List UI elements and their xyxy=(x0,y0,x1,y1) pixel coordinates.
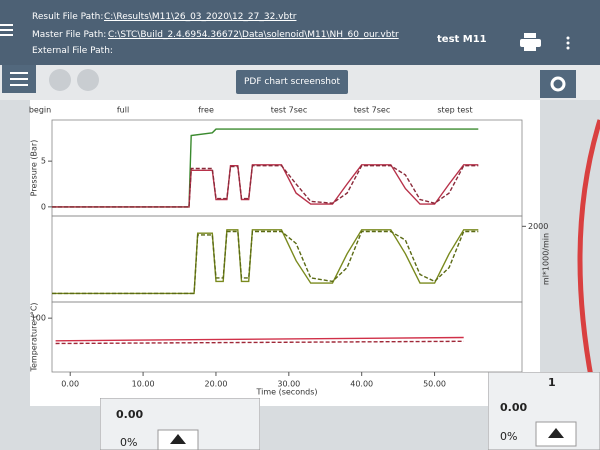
result-label: Result File Path: xyxy=(32,12,104,22)
phase-label: test 7sec xyxy=(271,106,307,115)
x-axis-label: Time (seconds) xyxy=(255,388,317,397)
phase-label: step test xyxy=(437,106,472,115)
x-tick-label: 20.00 xyxy=(205,380,228,389)
y-tick-label: 0 xyxy=(41,202,46,211)
series-line xyxy=(52,230,479,295)
test-name: test M11 xyxy=(437,34,487,45)
phase-label: begin xyxy=(29,106,51,115)
series-line xyxy=(55,340,464,345)
external-label: External File Path: xyxy=(32,46,113,56)
filter-button[interactable] xyxy=(2,65,36,93)
series-line xyxy=(52,165,479,208)
x-tick-label: 40.00 xyxy=(350,380,373,389)
panel-frame xyxy=(51,301,523,373)
y-tick-label: 2000 xyxy=(528,222,548,231)
nav-buttons[interactable] xyxy=(46,67,106,93)
y-tick-label: 100 xyxy=(31,314,46,323)
result-path[interactable]: C:\Results\M11\26_03_2020\12_27_32.vbtr xyxy=(104,12,297,22)
right-readout-box xyxy=(488,372,600,450)
right-value: 0.00 xyxy=(500,401,528,414)
menu-icon[interactable] xyxy=(0,22,16,38)
toolbar: PDF chart screenshot xyxy=(0,65,600,100)
phase-label: free xyxy=(198,106,214,115)
left-value: 0.00 xyxy=(116,408,144,421)
x-tick-label: 0.00 xyxy=(61,380,79,389)
phase-label: full xyxy=(117,106,129,115)
master-label: Master File Path: xyxy=(32,30,107,40)
header: Result File Path: C:\Results\M11\26_03_2… xyxy=(0,0,600,65)
x-tick-label: 30.00 xyxy=(277,380,300,389)
y-axis-label: ml*1000/min xyxy=(542,233,551,285)
y-tick-label: 5 xyxy=(41,157,46,166)
settings-button[interactable] xyxy=(540,70,576,98)
right-index: 1 xyxy=(548,376,556,389)
series-line xyxy=(52,128,479,208)
x-tick-label: 50.00 xyxy=(423,380,446,389)
x-tick-label: 10.00 xyxy=(132,380,155,389)
y-axis-label: Pressure (Bar) xyxy=(30,140,39,197)
pdf-button[interactable]: PDF chart screenshot xyxy=(236,70,348,94)
print-icon[interactable] xyxy=(519,33,543,51)
phase-label: test 7sec xyxy=(354,106,390,115)
left-readout-box xyxy=(100,398,260,450)
right-percent: 0% xyxy=(500,430,518,443)
left-percent: 0% xyxy=(120,436,138,449)
master-path[interactable]: C:\STC\Build_2.4.6954.36672\Data\solenoi… xyxy=(108,30,399,40)
chart-card xyxy=(30,100,540,406)
more-icon[interactable] xyxy=(565,36,571,52)
y-axis-label: Temperature (°C) xyxy=(30,302,39,372)
series-line xyxy=(55,336,464,342)
